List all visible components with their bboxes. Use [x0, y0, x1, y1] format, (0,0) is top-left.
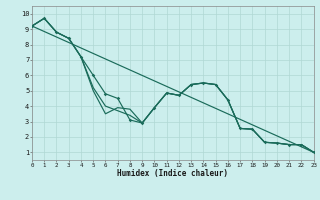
- X-axis label: Humidex (Indice chaleur): Humidex (Indice chaleur): [117, 169, 228, 178]
